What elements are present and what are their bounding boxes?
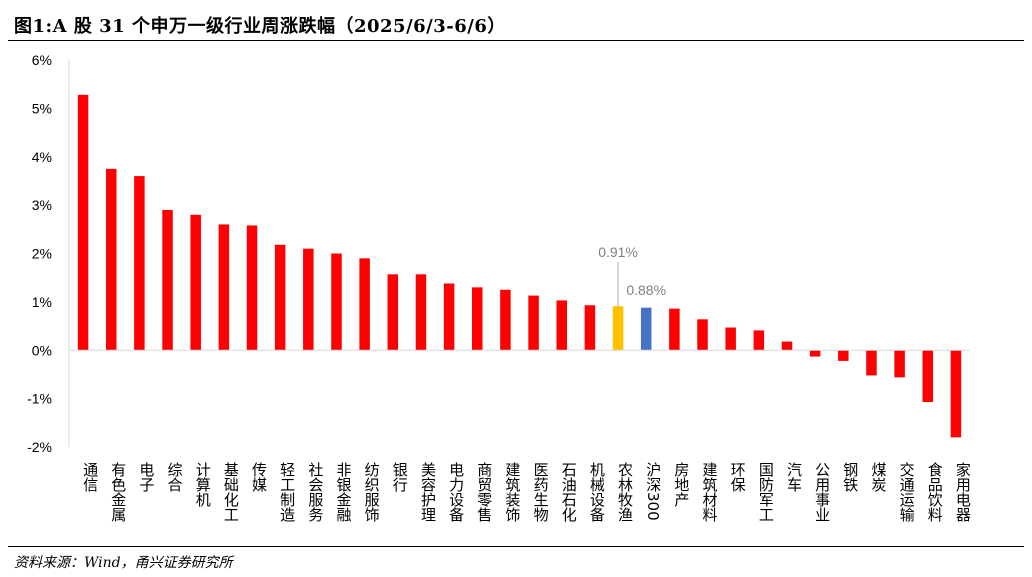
y-tick-label: 5%: [32, 100, 52, 116]
x-category-label: 机械设备: [588, 462, 606, 522]
chart-title: 图1:A 股 31 个申万一级行业周涨跌幅（2025/6/3-6/6）: [14, 16, 506, 37]
x-category-label: 银行: [391, 462, 409, 493]
bar: [838, 350, 849, 361]
bar: [359, 258, 370, 351]
bar: [274, 244, 286, 351]
x-category-label: 家用电器: [954, 462, 972, 522]
x-category-label: 有色金属: [109, 462, 127, 522]
bar: [612, 306, 624, 351]
bar: [415, 274, 427, 351]
y-tick-label: 0%: [32, 342, 52, 358]
bar: [809, 350, 821, 357]
x-category-label: 商贸零售: [475, 462, 493, 522]
x-category-label: 社会服务: [306, 462, 324, 523]
bar: [246, 225, 258, 351]
x-category-label: 钢铁: [841, 462, 859, 492]
x-category-label: 石油石化: [560, 462, 578, 522]
bar: [725, 327, 736, 351]
highlight-data-label: 0.91%: [598, 244, 638, 260]
bar: [162, 209, 173, 351]
bar: [669, 308, 680, 351]
x-category-label: 公用事业: [813, 462, 831, 522]
x-category-label: 传媒: [250, 462, 268, 492]
bar: [781, 341, 793, 351]
x-category-label: 沪深300: [644, 462, 662, 521]
bar: [640, 307, 652, 351]
bar: [894, 350, 905, 378]
bar: [866, 350, 877, 376]
x-category-label: 通信: [81, 462, 99, 492]
bar: [134, 176, 145, 351]
bar: [584, 305, 596, 351]
x-category-label: 国防军工: [757, 462, 775, 522]
x-category-label: 煤炭: [869, 462, 887, 492]
x-category-label: 美容护理: [419, 462, 437, 522]
bar: [500, 289, 511, 351]
title-rule: [8, 40, 1024, 41]
x-category-label: 交通运输: [898, 461, 916, 522]
x-category-label: 农林牧渔: [616, 462, 634, 522]
bar: [303, 248, 314, 351]
x-category-label: 基础化工: [222, 462, 240, 522]
x-category-label: 纺织服饰: [363, 462, 381, 522]
x-category-label: 建筑装饰: [503, 462, 521, 522]
y-tick-label: 4%: [32, 149, 52, 165]
x-category-label: 环保: [729, 462, 747, 492]
x-category-label: 电子: [137, 462, 155, 492]
x-category-label: 建筑材料: [701, 462, 719, 522]
x-category-label: 食品饮料: [926, 462, 944, 522]
bar: [472, 287, 483, 351]
y-tick-label: 2%: [32, 246, 52, 262]
y-tick-label: 3%: [32, 197, 52, 213]
x-category-label: 非银金融: [334, 462, 352, 522]
bar: [697, 319, 708, 351]
x-category-label: 轻工制造: [278, 462, 296, 523]
bar: [331, 253, 342, 351]
x-category-label: 综合: [166, 462, 184, 492]
source-note: 资料来源：Wind，甬兴证券研究所: [14, 555, 233, 571]
bar: [950, 350, 962, 438]
bar: [528, 295, 539, 351]
x-category-label: 计算机: [194, 462, 212, 508]
bar: [753, 330, 765, 351]
bar: [443, 283, 455, 351]
bar: [922, 350, 934, 403]
x-category-label: 医药生物: [532, 462, 550, 523]
y-tick-label: 6%: [32, 52, 52, 68]
y-tick-label: 1%: [32, 294, 52, 310]
y-tick-label: -1%: [27, 391, 52, 407]
bar: [105, 168, 117, 351]
bar: [387, 274, 399, 351]
x-category-label: 汽车: [785, 462, 803, 492]
source-rule: [8, 546, 1024, 547]
bar: [556, 300, 567, 351]
benchmark-data-label: 0.88%: [626, 282, 666, 298]
x-category-label: 房地产: [672, 462, 690, 507]
bar: [218, 224, 230, 351]
x-category-label: 电力设备: [447, 462, 465, 522]
bar: [190, 214, 201, 351]
bar: [77, 94, 89, 351]
y-tick-label: -2%: [27, 439, 52, 455]
